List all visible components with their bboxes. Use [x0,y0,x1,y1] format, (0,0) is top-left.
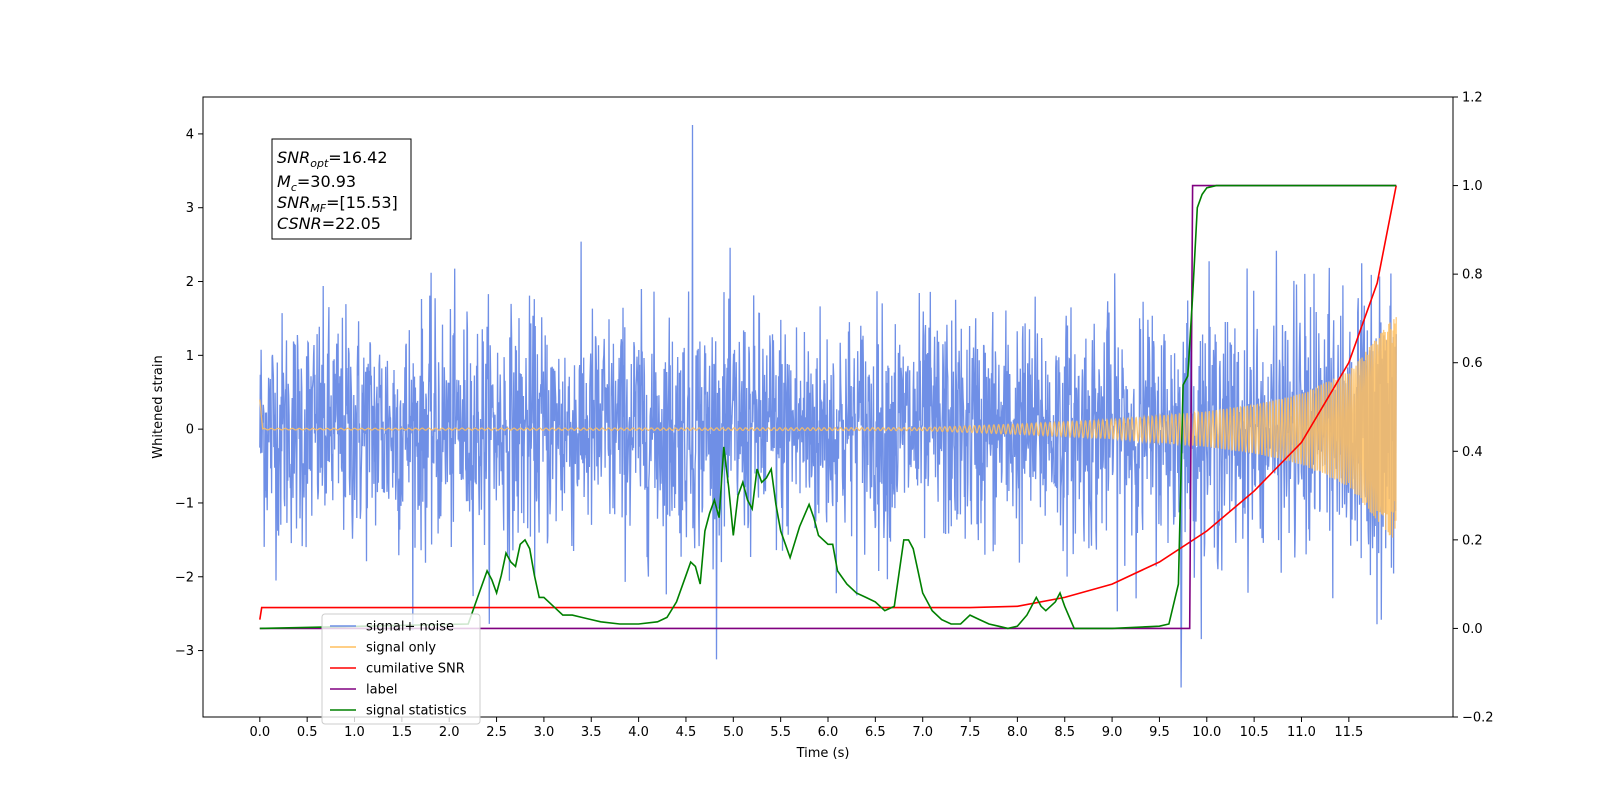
y-tick-label: −2 [175,570,194,585]
info-box-frame [271,138,412,240]
series-signal-only-line [259,317,1397,538]
y-tick-label: −3 [175,644,194,659]
y-tick-label: 1 [186,349,194,364]
chirp-mass-text: Mc=30.93 [277,172,356,194]
legend-label: label [366,683,397,698]
x-tick-label: 11.5 [1334,725,1363,740]
y-tick-label: 4 [186,127,194,142]
x-tick-label: 10.5 [1240,725,1269,740]
x-tick-label: 8.0 [1007,725,1028,740]
y2-tick-label: −0.2 [1462,711,1494,726]
x-tick-label: 9.5 [1149,725,1170,740]
y-tick-label: −1 [175,496,194,511]
x-tick-label: 6.0 [818,725,839,740]
x-tick-label: 2.0 [439,725,460,740]
y2-tick-label: 1.2 [1462,91,1483,106]
legend-label: cumilative SNR [366,662,465,677]
y2-tick-label: 0.2 [1462,533,1483,548]
x-tick-label: 3.0 [534,725,555,740]
x-axis-label: Time (s) [796,746,850,761]
y2-tick-label: 0.0 [1462,622,1483,637]
x-tick-label: 0.5 [297,725,318,740]
x-tick-label: 4.5 [676,725,697,740]
y2-tick-label: 0.8 [1462,268,1483,283]
y2-tick-label: 0.6 [1462,356,1483,371]
y-axis-left: −3 −2 −1 0 1 2 3 4 [175,127,203,659]
y2-tick-label: 0.4 [1462,445,1483,460]
x-tick-label: 5.5 [770,725,791,740]
x-axis: 0.0 0.5 1.0 1.5 2.0 2.5 3.0 3.5 4.0 4.5 5.0 5.5 6.0 6… [249,717,1363,740]
x-tick-label: 2.5 [486,725,507,740]
y-axis-right: −0.2 0.0 0.2 0.4 0.6 0.8 1.0 1.2 [1453,91,1494,726]
x-tick-label: 9.0 [1102,725,1123,740]
y-axis-label: Whitened strain [151,355,166,458]
snr-mf-text: SNRMF=[15.53] [277,193,398,215]
y2-tick-label: 1.0 [1462,179,1483,194]
x-tick-label: 0.0 [249,725,270,740]
legend-frame [321,613,481,725]
legend-label: signal+ noise [366,620,454,635]
x-tick-label: 3.5 [581,725,602,740]
series-layer [259,124,1397,688]
x-tick-label: 7.0 [912,725,933,740]
y-tick-label: 3 [186,201,194,216]
y-tick-label: 0 [186,423,194,438]
legend: signal+ noise signal only cumilative SNR la… [321,613,481,725]
series-signal-statistics-line [259,184,1397,630]
x-tick-label: 8.5 [1054,725,1075,740]
legend-label: signal only [366,641,436,656]
x-tick-label: 5.0 [723,725,744,740]
y-tick-label: 2 [186,275,194,290]
snr-opt-text: SNRopt=16.42 [277,148,388,170]
series-signal-noise-line [259,124,1397,688]
x-tick-label: 4.0 [628,725,649,740]
x-tick-label: 6.5 [865,725,886,740]
series-cumulative-snr-line [259,185,1397,620]
x-tick-label: 7.5 [960,725,981,740]
legend-label: signal statistics [366,704,467,719]
x-tick-label: 1.0 [344,725,365,740]
series-group [259,124,1397,688]
info-box: SNRopt=16.42 Mc=30.93 SNRMF=[15.53] CSNR… [271,138,412,240]
csnr-text: CSNR=22.05 [277,214,381,233]
x-tick-label: 11.0 [1287,725,1316,740]
x-tick-label: 10.0 [1192,725,1221,740]
x-tick-label: 1.5 [392,725,413,740]
